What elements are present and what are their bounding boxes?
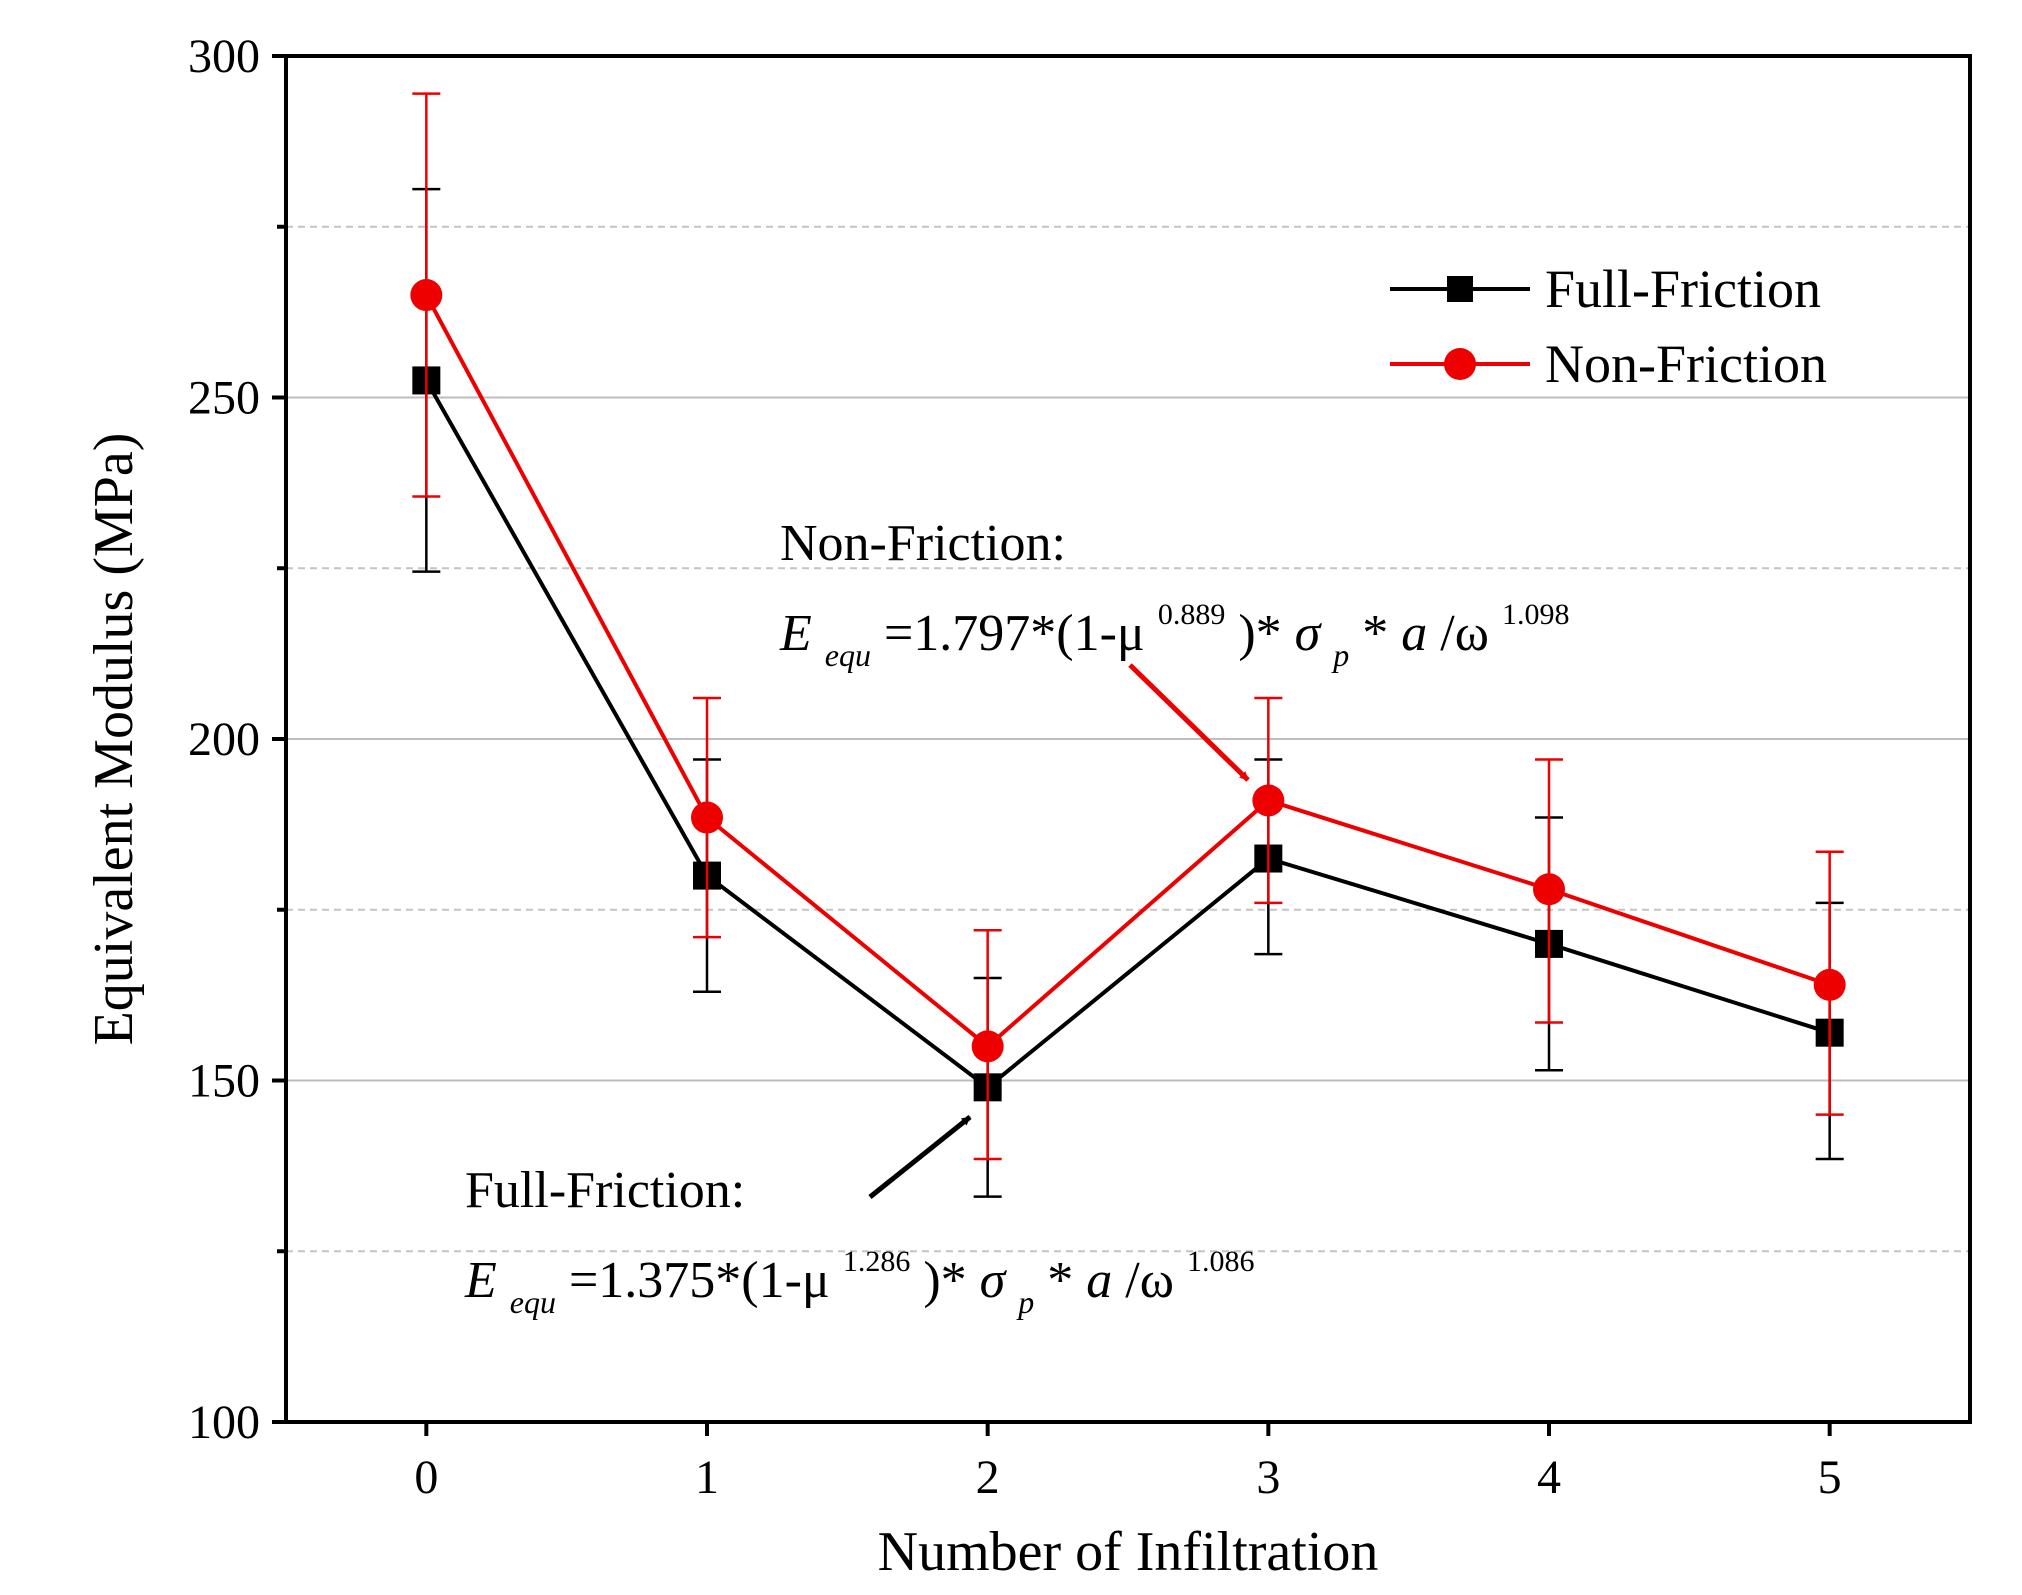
annotation-full-friction-arrow [868, 1115, 972, 1199]
eq-ff-sub-p: p [1016, 1284, 1034, 1320]
data-point-non-friction-5 [1813, 968, 1846, 1001]
series-line-non-friction [424, 294, 1831, 1049]
y-tick-label-200: 200 [188, 713, 260, 766]
eq-ff-part1: =1.375*(1-μ [569, 1252, 830, 1309]
x-tick-label-0: 0 [414, 1451, 438, 1504]
x-tick-label-5: 5 [1818, 1451, 1842, 1504]
x-tick-label-3: 3 [1256, 1451, 1280, 1504]
axis-ticks: 100 150 200 250 300 0 1 2 3 4 5 [188, 30, 1842, 1504]
annotation-full-friction-title: Full-Friction: [465, 1162, 745, 1219]
eq-ff-sub-equ: equ [510, 1284, 556, 1320]
annotation-full-friction-equation: E equ =1.375*(1-μ 1.286 )* σ p * a /ω 1.… [464, 1226, 1254, 1325]
eq-nf-sub-p: p [1331, 637, 1349, 673]
data-point-non-friction-0 [410, 279, 443, 312]
grid-layer [286, 225, 1970, 1253]
eq-ff-a: a [1086, 1252, 1112, 1309]
x-tick-label-4: 4 [1537, 1451, 1561, 1504]
eq-ff-omega: /ω [1125, 1252, 1174, 1309]
eq-nf-sigma: σ [1295, 605, 1323, 662]
eq-ff-star: * [1047, 1252, 1073, 1309]
eq-nf-exp1: 0.889 [1158, 598, 1226, 631]
annotation-non-friction: Non-Friction: E equ =1.797*(1-μ 0.889 )*… [779, 515, 1569, 782]
y-axis-title: Equivalent Modulus (MPa) [83, 433, 145, 1046]
eq-nf-part1: =1.797*(1-μ [884, 605, 1145, 662]
data-point-non-friction-3 [1252, 784, 1285, 817]
x-tick-label-1: 1 [695, 1451, 719, 1504]
eq-nf-E: E [779, 605, 812, 662]
eq-ff-E: E [464, 1252, 497, 1309]
y-tick-label-250: 250 [188, 372, 260, 425]
y-tick-label-150: 150 [188, 1055, 260, 1108]
y-tick-label-100: 100 [188, 1396, 260, 1449]
annotation-non-friction-title: Non-Friction: [780, 515, 1066, 572]
eq-ff-part2: )* [923, 1252, 966, 1309]
series-line-full-friction [424, 379, 1831, 1090]
series-layer [410, 92, 1846, 1198]
eq-nf-part2: )* [1238, 605, 1281, 662]
legend-marker-full-friction [1447, 276, 1473, 302]
x-axis-title: Number of Infiltration [878, 1521, 1379, 1583]
legend-label-full-friction: Full-Friction [1545, 259, 1821, 319]
annotation-non-friction-equation: E equ =1.797*(1-μ 0.889 )* σ p * a /ω 1.… [779, 579, 1569, 678]
eq-ff-exp2: 1.086 [1187, 1245, 1255, 1278]
annotation-full-friction: Full-Friction: E equ =1.375*(1-μ 1.286 )… [464, 1115, 1254, 1325]
y-tick-label-300: 300 [188, 30, 260, 83]
eq-ff-sigma: σ [980, 1252, 1008, 1309]
eq-nf-exp2: 1.098 [1502, 598, 1570, 631]
eq-nf-star: * [1362, 605, 1388, 662]
legend-item-full-friction: Full-Friction [1390, 259, 1821, 319]
eq-nf-sub-equ: equ [825, 637, 871, 673]
eq-ff-exp1: 1.286 [843, 1245, 911, 1278]
annotation-non-friction-arrow [1128, 663, 1250, 782]
data-point-non-friction-2 [971, 1030, 1004, 1063]
legend: Full-Friction Non-Friction [1390, 259, 1827, 394]
legend-label-non-friction: Non-Friction [1545, 334, 1827, 394]
plot-frame [284, 54, 1972, 1424]
legend-item-non-friction: Non-Friction [1390, 334, 1827, 394]
data-point-non-friction-4 [1533, 873, 1565, 906]
legend-marker-non-friction [1444, 348, 1476, 380]
x-tick-label-2: 2 [976, 1451, 1000, 1504]
data-point-non-friction-1 [691, 801, 723, 834]
eq-nf-omega: /ω [1440, 605, 1489, 662]
series-non-friction [410, 92, 1846, 1161]
eq-nf-a: a [1401, 605, 1427, 662]
